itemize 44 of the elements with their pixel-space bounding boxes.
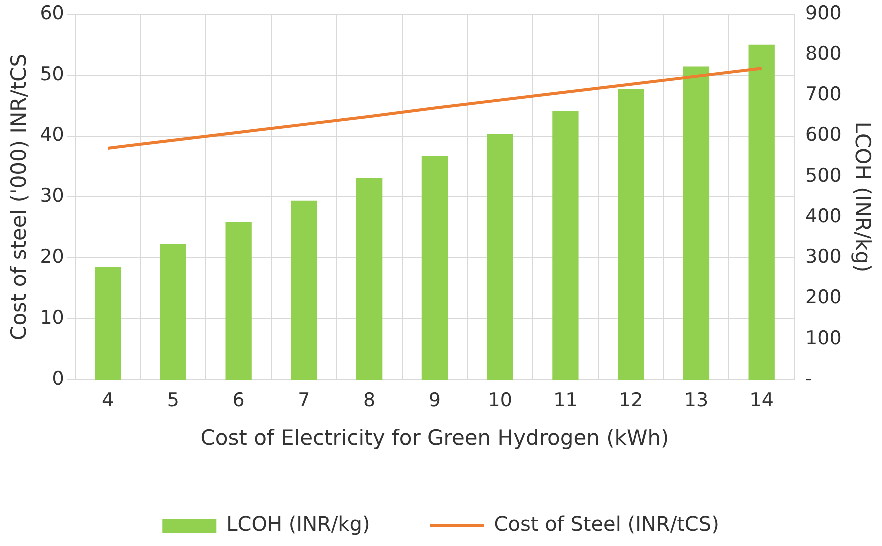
y2-tick-label: 500 — [806, 164, 842, 187]
x-axis-title: Cost of Electricity for Green Hydrogen (kWh) — [200, 426, 670, 450]
legend-label: LCOH (INR/kg) — [226, 512, 370, 536]
legend-label: Cost of Steel (INR/tCS) — [494, 512, 720, 536]
y-tick-label: 10 — [40, 307, 64, 330]
bar — [160, 244, 187, 380]
x-tick-label: 8 — [364, 389, 376, 412]
y2-tick-label: 800 — [806, 42, 842, 65]
y-tick-label: 50 — [40, 63, 64, 86]
y2-tick-label: 700 — [806, 84, 842, 106]
x-tick-label: 4 — [102, 389, 114, 412]
x-tick-label: 14 — [750, 389, 774, 412]
x-tick-label: 5 — [167, 389, 180, 412]
y-tick-label: 60 — [40, 2, 64, 24]
y-tick-label: 30 — [40, 185, 64, 208]
x-tick-label: 6 — [232, 389, 245, 412]
y2-tick-label: - — [806, 368, 812, 390]
bar — [683, 66, 710, 380]
y-tick-label: 0 — [52, 368, 64, 390]
y2-axis-title: LCOH (INR/kg) — [850, 122, 875, 273]
bar — [748, 44, 775, 380]
x-tick-label: 12 — [618, 389, 644, 412]
y-tick-label: 20 — [40, 246, 64, 268]
y2-tick-label: 900 — [806, 2, 842, 24]
x-tick-label: 10 — [488, 389, 512, 412]
y2-tick-label: 200 — [806, 286, 842, 309]
x-tick-label: 13 — [684, 389, 709, 412]
bar — [487, 134, 514, 380]
x-tick-label: 9 — [428, 389, 442, 412]
bar — [552, 111, 579, 380]
y2-tick-label: 300 — [806, 246, 842, 268]
x-tick-label: 11 — [554, 389, 578, 412]
y2-tick-label: 400 — [806, 205, 842, 228]
y-tick-label: 40 — [40, 124, 64, 146]
y2-tick-label: 100 — [806, 327, 842, 350]
bar — [618, 90, 644, 380]
bar — [422, 156, 448, 380]
y-axis-title: Cost of steel ('000) INR/tCS — [7, 54, 32, 340]
bar — [356, 178, 383, 380]
bar — [94, 267, 122, 380]
y2-tick-label: 600 — [806, 124, 842, 146]
bar — [226, 222, 252, 380]
x-tick-label: 7 — [298, 389, 310, 412]
bar — [291, 200, 318, 380]
